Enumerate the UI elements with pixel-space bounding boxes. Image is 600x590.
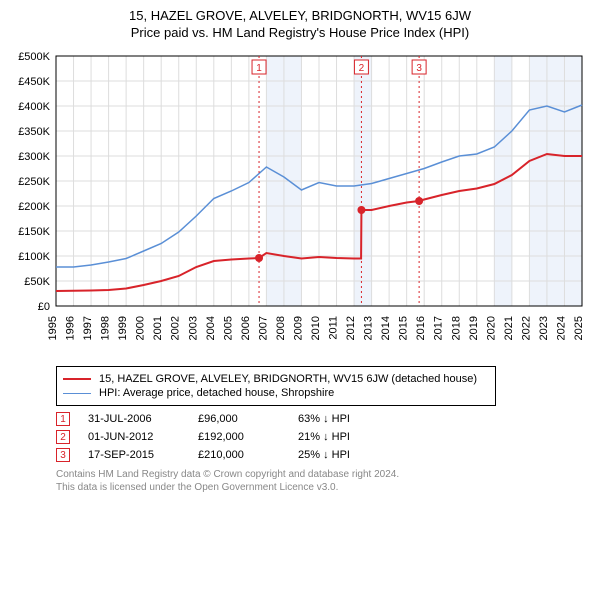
svg-text:2: 2: [359, 63, 365, 74]
event-diff: 21% ↓ HPI: [298, 431, 350, 443]
svg-text:2014: 2014: [380, 316, 392, 340]
svg-text:£200K: £200K: [18, 201, 50, 213]
svg-text:2021: 2021: [503, 316, 515, 340]
svg-text:2025: 2025: [573, 316, 585, 340]
svg-text:£400K: £400K: [18, 101, 50, 113]
svg-text:3: 3: [416, 63, 422, 74]
legend-row-red: 15, HAZEL GROVE, ALVELEY, BRIDGNORTH, WV…: [63, 373, 489, 385]
footer-line-1: Contains HM Land Registry data © Crown c…: [56, 468, 590, 481]
svg-text:2011: 2011: [328, 316, 340, 340]
svg-text:1997: 1997: [82, 316, 94, 340]
event-marker: 1: [56, 412, 70, 426]
legend-swatch-red: [63, 378, 91, 380]
svg-text:2023: 2023: [538, 316, 550, 340]
legend-label-blue: HPI: Average price, detached house, Shro…: [99, 387, 334, 399]
title-line-2: Price paid vs. HM Land Registry's House …: [10, 25, 590, 40]
events-table: 1 31-JUL-2006£96,00063% ↓ HPI 2 01-JUN-2012…: [56, 412, 590, 462]
event-price: £96,000: [198, 413, 298, 425]
event-price: £210,000: [198, 449, 298, 461]
legend-row-blue: HPI: Average price, detached house, Shro…: [63, 387, 489, 399]
svg-text:2007: 2007: [257, 316, 269, 340]
svg-text:2000: 2000: [135, 316, 147, 340]
svg-text:2018: 2018: [450, 316, 462, 340]
footer: Contains HM Land Registry data © Crown c…: [56, 468, 590, 494]
svg-text:2008: 2008: [275, 316, 287, 340]
svg-text:2022: 2022: [520, 316, 532, 340]
svg-text:2024: 2024: [555, 316, 567, 340]
event-row: 1 31-JUL-2006£96,00063% ↓ HPI: [56, 412, 590, 426]
svg-text:2017: 2017: [433, 316, 445, 340]
svg-text:2016: 2016: [415, 316, 427, 340]
event-marker: 3: [56, 448, 70, 462]
svg-text:£300K: £300K: [18, 151, 50, 163]
event-row: 3 17-SEP-2015£210,00025% ↓ HPI: [56, 448, 590, 462]
legend: 15, HAZEL GROVE, ALVELEY, BRIDGNORTH, WV…: [56, 366, 496, 406]
event-price: £192,000: [198, 431, 298, 443]
svg-text:2005: 2005: [222, 316, 234, 340]
svg-text:£500K: £500K: [18, 51, 50, 63]
svg-text:£350K: £350K: [18, 126, 50, 138]
chart-container: 15, HAZEL GROVE, ALVELEY, BRIDGNORTH, WV…: [0, 0, 600, 502]
svg-text:2012: 2012: [345, 316, 357, 340]
svg-text:1999: 1999: [117, 316, 129, 340]
event-marker: 2: [56, 430, 70, 444]
footer-line-2: This data is licensed under the Open Gov…: [56, 481, 590, 494]
price-chart: £0 £50K £100K £150K £200K £250K £300K £350K £400…: [10, 46, 590, 356]
svg-text:£150K: £150K: [18, 226, 50, 238]
svg-text:2009: 2009: [292, 316, 304, 340]
svg-text:2003: 2003: [187, 316, 199, 340]
svg-text:2020: 2020: [485, 316, 497, 340]
event-diff: 63% ↓ HPI: [298, 413, 350, 425]
svg-text:2004: 2004: [205, 316, 217, 340]
legend-swatch-blue: [63, 393, 91, 394]
svg-text:1998: 1998: [100, 316, 112, 340]
title-line-1: 15, HAZEL GROVE, ALVELEY, BRIDGNORTH, WV…: [10, 8, 590, 23]
event-diff: 25% ↓ HPI: [298, 449, 350, 461]
event-date: 31-JUL-2006: [88, 413, 198, 425]
chart-area: £0 £50K £100K £150K £200K £250K £300K £350K £400…: [10, 46, 590, 356]
svg-text:2015: 2015: [398, 316, 410, 340]
legend-label-red: 15, HAZEL GROVE, ALVELEY, BRIDGNORTH, WV…: [99, 373, 477, 385]
svg-text:1995: 1995: [47, 316, 59, 340]
svg-text:2019: 2019: [468, 316, 480, 340]
svg-text:2001: 2001: [152, 316, 164, 340]
svg-text:£0: £0: [38, 301, 50, 313]
svg-text:1: 1: [256, 63, 262, 74]
svg-text:2013: 2013: [363, 316, 375, 340]
svg-text:£100K: £100K: [18, 251, 50, 263]
svg-text:2002: 2002: [170, 316, 182, 340]
svg-text:£50K: £50K: [24, 276, 50, 288]
event-date: 01-JUN-2012: [88, 431, 198, 443]
event-date: 17-SEP-2015: [88, 449, 198, 461]
svg-text:1996: 1996: [65, 316, 77, 340]
svg-text:£450K: £450K: [18, 76, 50, 88]
event-row: 2 01-JUN-2012£192,00021% ↓ HPI: [56, 430, 590, 444]
svg-text:2006: 2006: [240, 316, 252, 340]
svg-text:£250K: £250K: [18, 176, 50, 188]
svg-text:2010: 2010: [310, 316, 322, 340]
